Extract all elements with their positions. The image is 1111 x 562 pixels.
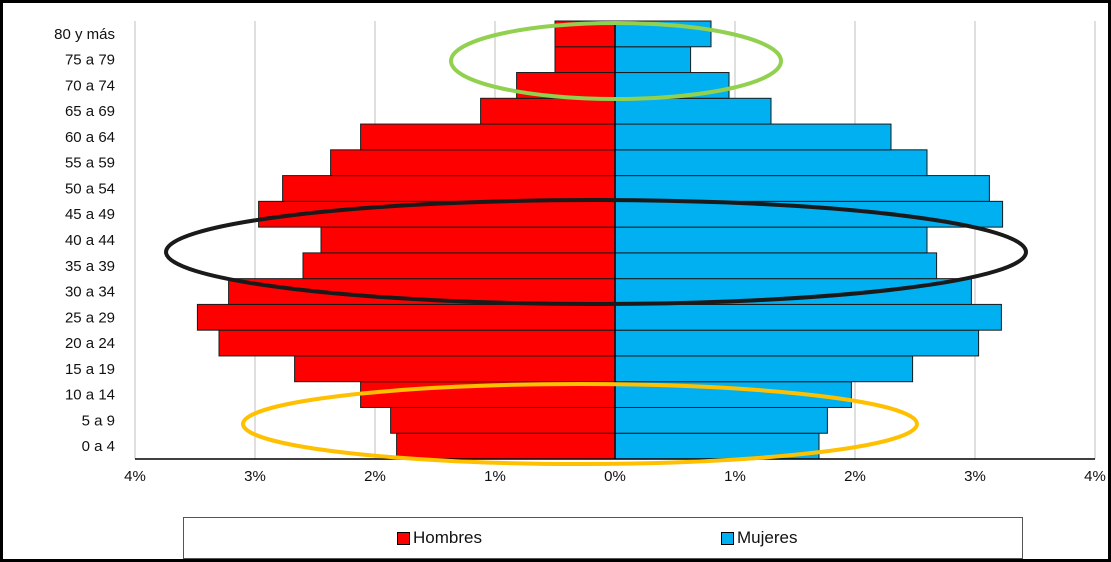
x-tick-labels: 4% 3% 2% 1% 0% 1% 2% 3% 4%: [124, 468, 1106, 485]
category-label: 60 a 64: [65, 129, 115, 146]
bar-hombres: [228, 278, 616, 305]
bar-mujeres: [614, 97, 772, 125]
bar-mujeres: [614, 46, 692, 74]
category-label: 55 a 59: [65, 155, 115, 172]
x-tick-label: 4%: [1084, 468, 1106, 485]
x-tick-label: 3%: [964, 468, 986, 485]
bar-hombres: [480, 97, 616, 125]
annotation-ellipse: [449, 21, 783, 101]
bar-mujeres: [614, 72, 730, 99]
bar-hombres: [302, 252, 616, 280]
bar-mujeres: [614, 355, 914, 383]
x-tick-label: 1%: [724, 468, 746, 485]
x-tick-label: 2%: [364, 468, 386, 485]
bar-hombres: [282, 175, 616, 202]
bar-mujeres: [614, 329, 980, 357]
bars: [135, 20, 1095, 460]
category-label: 65 a 69: [65, 103, 115, 120]
category-label: 45 a 49: [65, 206, 115, 223]
x-tick-label: 1%: [484, 468, 506, 485]
category-label: 10 a 14: [65, 387, 115, 404]
category-label: 70 a 74: [65, 77, 115, 94]
annotation-ellipses: [164, 21, 1028, 466]
bar-hombres: [218, 329, 616, 357]
bar-hombres: [330, 149, 616, 177]
category-label: 0 a 4: [82, 438, 115, 455]
category-label: 25 a 29: [65, 309, 115, 326]
legend-swatch-hombres: [397, 531, 410, 545]
population-pyramid-chart: 0 a 4 5 a 9 10 a 14 15 a 19 20 a 24 25 a 29 30…: [54, 20, 1106, 485]
annotation-ellipse: [164, 198, 1028, 306]
legend: Hombres Mujeres: [183, 517, 1023, 559]
bar-mujeres: [614, 226, 928, 254]
bar-hombres: [390, 406, 616, 434]
legend-label-hombres: Hombres: [413, 528, 482, 547]
legend-item-mujeres: Mujeres: [721, 528, 797, 548]
category-labels: 0 a 4 5 a 9 10 a 14 15 a 19 20 a 24 25 a 29 30…: [54, 26, 115, 455]
legend-swatch-mujeres: [721, 531, 734, 545]
bar-mujeres: [614, 406, 828, 434]
legend-item-hombres: Hombres: [397, 528, 482, 548]
category-label: 75 a 79: [65, 52, 115, 69]
annotation-ellipse: [241, 382, 919, 466]
category-label: 80 y más: [54, 26, 115, 43]
legend-label-mujeres: Mujeres: [737, 528, 798, 547]
bar-hombres: [294, 355, 616, 383]
x-tick-label: 4%: [124, 468, 146, 485]
bar-hombres: [196, 303, 616, 331]
bar-mujeres: [614, 123, 892, 151]
category-label: 20 a 24: [65, 335, 115, 352]
category-label: 50 a 54: [65, 180, 115, 197]
bar-mujeres: [614, 175, 990, 202]
bar-mujeres: [614, 278, 972, 305]
category-label: 40 a 44: [65, 232, 115, 249]
bar-hombres: [320, 226, 616, 254]
bar-hombres: [396, 432, 616, 460]
bar-hombres: [554, 46, 616, 74]
bar-mujeres: [614, 149, 928, 177]
category-label: 5 a 9: [82, 412, 115, 429]
bar-mujeres: [614, 252, 938, 280]
bar-hombres: [360, 123, 616, 151]
category-label: 15 a 19: [65, 361, 115, 378]
x-tick-label: 3%: [244, 468, 266, 485]
x-tick-label: 2%: [844, 468, 866, 485]
category-label: 35 a 39: [65, 258, 115, 275]
category-label: 30 a 34: [65, 284, 115, 301]
x-tick-label: 0%: [604, 468, 626, 485]
bar-mujeres: [614, 303, 1002, 331]
